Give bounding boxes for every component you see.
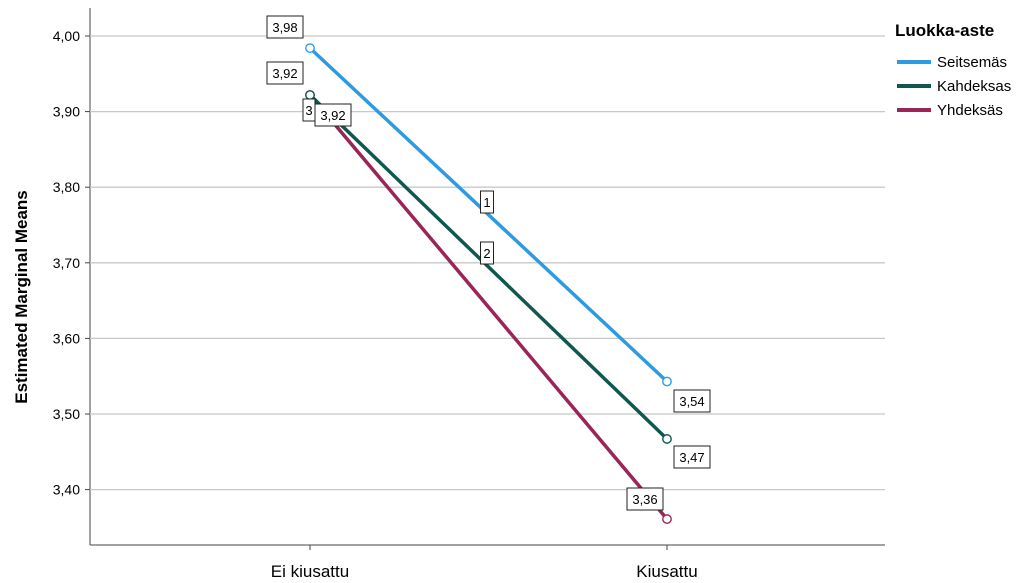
svg-text:3: 3 [305, 103, 312, 118]
x-tick-label: Ei kiusattu [271, 562, 349, 581]
legend-item: Seitsemäs [897, 54, 1007, 71]
legend-label: Yhdeksäs [937, 102, 1003, 119]
legend-item: Kahdeksas [897, 78, 1011, 95]
series-line [308, 93, 669, 441]
data-point [662, 376, 672, 387]
svg-text:3,98: 3,98 [272, 20, 297, 35]
data-point [305, 90, 315, 100]
svg-text:3,92: 3,92 [320, 108, 345, 123]
data-point [305, 43, 315, 53]
x-tick-label: Kiusattu [636, 562, 697, 581]
data-label: 3,36 [626, 487, 664, 511]
data-label: 3,54 [673, 389, 711, 413]
data-labels: 3 1 2 3,98 3,92 3,92 3,54 3,47 3,36 [266, 15, 711, 511]
x-tick-labels: Ei kiusattu Kiusattu [271, 545, 698, 581]
data-point [662, 514, 672, 524]
series-line [308, 93, 669, 521]
legend: Luokka-aste Seitsemäs Kahdeksas Yhdeksäs [895, 21, 1011, 119]
data-label: 3,92 [314, 103, 352, 127]
data-label: 3,47 [673, 445, 711, 469]
svg-text:3,92: 3,92 [272, 66, 297, 81]
data-label: 2 [480, 241, 494, 265]
data-label: 3,98 [266, 15, 304, 39]
legend-label: Kahdeksas [937, 78, 1011, 95]
y-tick-labels: 4,00 3,90 3,80 3,70 3,60 3,50 3,40 [53, 28, 80, 498]
y-axis-label: Estimated Marginal Means [12, 190, 31, 404]
y-tick-label: 3,40 [53, 482, 80, 498]
y-tick-label: 3,70 [53, 255, 80, 271]
svg-text:3,47: 3,47 [679, 450, 704, 465]
svg-text:2: 2 [483, 246, 490, 261]
data-label: 3 [302, 98, 316, 122]
data-label: 1 [480, 190, 494, 214]
svg-text:3,36: 3,36 [632, 492, 657, 507]
y-tick-label: 3,60 [53, 330, 80, 346]
legend-label: Seitsemäs [937, 54, 1007, 71]
y-tick-label: 3,50 [53, 406, 80, 422]
svg-text:1: 1 [483, 195, 490, 210]
series-lines [305, 43, 672, 524]
legend-item: Yhdeksäs [897, 102, 1003, 119]
series-line [308, 46, 669, 384]
y-tick-label: 3,90 [53, 104, 80, 120]
y-tick-label: 4,00 [53, 28, 80, 44]
y-tick-label: 3,80 [53, 179, 80, 195]
legend-title: Luokka-aste [895, 21, 994, 40]
data-point [662, 434, 672, 444]
svg-text:3,54: 3,54 [679, 394, 704, 409]
data-label: 3,92 [266, 61, 304, 85]
